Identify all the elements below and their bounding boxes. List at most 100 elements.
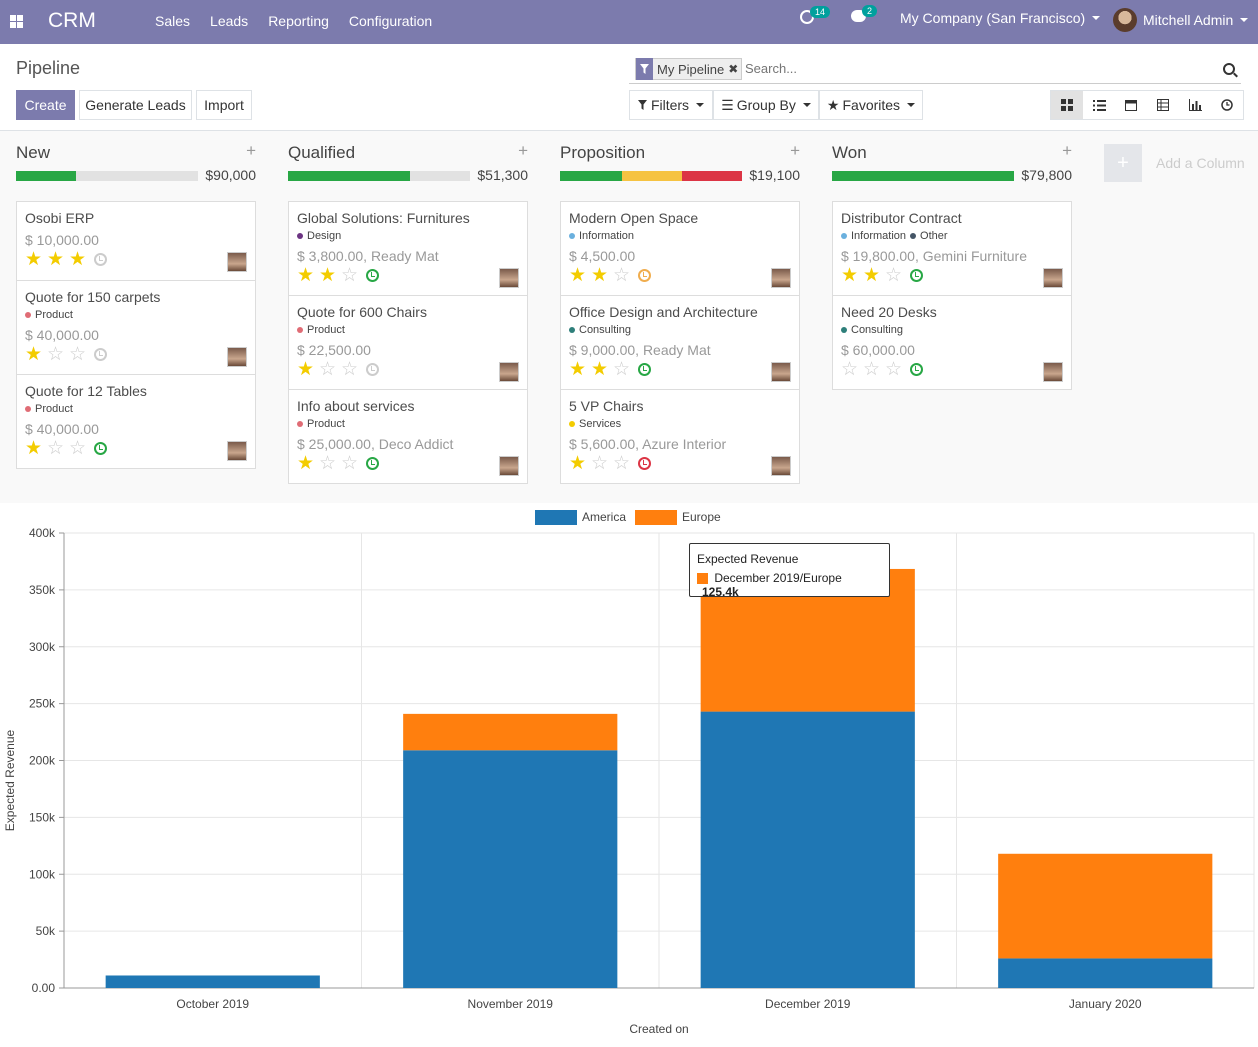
- priority-star-icon[interactable]: ☆: [613, 359, 631, 380]
- apps-menu-icon[interactable]: [10, 15, 23, 28]
- quick-create-icon[interactable]: +: [518, 141, 528, 160]
- priority-star-icon[interactable]: ☆: [613, 265, 631, 286]
- priority-star-icon[interactable]: ☆: [319, 359, 337, 380]
- kanban-card[interactable]: Quote for 12 Tables Product $ 40,000.00 ★ ☆ ☆: [16, 374, 256, 469]
- kanban-card[interactable]: 5 VP Chairs Services $ 5,600.00, Azure Int…: [560, 389, 800, 484]
- column-title[interactable]: Won: [832, 143, 867, 162]
- priority-star-icon[interactable]: ★: [569, 453, 587, 474]
- kanban-card[interactable]: Global Solutions: Furnitures Design $ 3,80…: [288, 201, 528, 296]
- column-progress-bar[interactable]: [288, 171, 470, 181]
- priority-star-icon[interactable]: ★: [569, 265, 587, 286]
- activity-clock-icon[interactable]: [638, 363, 651, 376]
- generate-leads-button[interactable]: Generate Leads: [79, 90, 192, 120]
- menu-item-configuration[interactable]: Configuration: [348, 13, 433, 29]
- priority-star-icon[interactable]: ★: [25, 344, 43, 365]
- activity-clock-icon[interactable]: [94, 442, 107, 455]
- kanban-card[interactable]: Osobi ERP $ 10,000.00 ★ ★ ★: [16, 201, 256, 281]
- search-icon[interactable]: [1223, 63, 1235, 75]
- activity-clock-icon[interactable]: [638, 269, 651, 282]
- priority-star-icon[interactable]: ★: [25, 438, 43, 459]
- column-title[interactable]: Proposition: [560, 143, 646, 162]
- kanban-card[interactable]: Quote for 150 carpets Product $ 40,000.00 ★…: [16, 280, 256, 375]
- menu-item-leads[interactable]: Leads: [210, 13, 249, 29]
- progress-segment[interactable]: [560, 171, 622, 181]
- priority-star-icon[interactable]: ☆: [319, 453, 337, 474]
- priority-star-icon[interactable]: ☆: [341, 359, 359, 380]
- activity-clock-icon[interactable]: [910, 269, 923, 282]
- progress-segment[interactable]: [621, 171, 682, 181]
- progress-segment[interactable]: [681, 171, 742, 181]
- activity-menu[interactable]: 14: [800, 6, 831, 24]
- activity-clock-icon[interactable]: [366, 269, 379, 282]
- priority-star-icon[interactable]: ★: [319, 265, 337, 286]
- menu-item-reporting[interactable]: Reporting: [268, 13, 329, 29]
- filters-dropdown[interactable]: Filters: [629, 90, 713, 120]
- group-by-dropdown[interactable]: ☰ Group By: [713, 90, 819, 120]
- activity-clock-icon[interactable]: [94, 253, 107, 266]
- activity-clock-icon[interactable]: [94, 348, 107, 361]
- priority-star-icon[interactable]: ☆: [47, 344, 65, 365]
- activity-clock-icon[interactable]: [910, 363, 923, 376]
- priority-star-icon[interactable]: ★: [569, 359, 587, 380]
- priority-star-icon[interactable]: ★: [591, 265, 609, 286]
- priority-star-icon[interactable]: ☆: [863, 359, 881, 380]
- column-progress-bar[interactable]: [832, 171, 1014, 181]
- priority-star-icon[interactable]: ☆: [841, 359, 859, 380]
- menu-item-sales[interactable]: Sales: [155, 13, 191, 29]
- priority-star-icon[interactable]: ☆: [69, 438, 87, 459]
- priority-star-icon[interactable]: ★: [297, 359, 315, 380]
- priority-star-icon[interactable]: ☆: [591, 453, 609, 474]
- kanban-card[interactable]: Quote for 600 Chairs Product $ 22,500.00 ★ ☆…: [288, 295, 528, 390]
- add-column-label[interactable]: Add a Column: [1156, 155, 1245, 171]
- progress-segment[interactable]: [16, 171, 77, 181]
- priority-star-icon[interactable]: ★: [297, 453, 315, 474]
- priority-star-icon[interactable]: ☆: [69, 344, 87, 365]
- activity-clock-icon[interactable]: [366, 363, 379, 376]
- kanban-card[interactable]: Office Design and Architecture Consulting…: [560, 295, 800, 390]
- progress-segment[interactable]: [832, 171, 1014, 181]
- add-column-button[interactable]: +: [1104, 144, 1142, 182]
- search-input[interactable]: [745, 61, 1205, 76]
- column-title[interactable]: New: [16, 143, 51, 162]
- column-progress-bar[interactable]: [16, 171, 198, 181]
- priority-star-icon[interactable]: ★: [69, 249, 87, 270]
- create-button[interactable]: Create: [16, 90, 75, 120]
- quick-create-icon[interactable]: +: [790, 141, 800, 160]
- kanban-card[interactable]: Info about services Product $ 25,000.00, D…: [288, 389, 528, 484]
- remove-facet-icon[interactable]: ✖: [728, 62, 739, 76]
- priority-star-icon[interactable]: ★: [863, 265, 881, 286]
- activity-clock-icon[interactable]: [366, 457, 379, 470]
- priority-star-icon[interactable]: ★: [591, 359, 609, 380]
- priority-star-icon[interactable]: ☆: [47, 438, 65, 459]
- progress-segment[interactable]: [288, 171, 410, 181]
- list-view-icon[interactable]: [1083, 91, 1115, 119]
- app-brand[interactable]: CRM: [48, 9, 96, 32]
- search-facet[interactable]: My Pipeline ✖: [635, 58, 743, 80]
- priority-star-icon[interactable]: ☆: [341, 265, 359, 286]
- column-progress-bar[interactable]: [560, 171, 742, 181]
- priority-star-icon[interactable]: ★: [47, 249, 65, 270]
- messaging-menu[interactable]: 2: [851, 5, 878, 22]
- priority-star-icon[interactable]: ★: [297, 265, 315, 286]
- favorites-dropdown[interactable]: ★ Favorites: [819, 90, 923, 120]
- import-button[interactable]: Import: [196, 90, 252, 120]
- calendar-view-icon[interactable]: [1115, 91, 1147, 119]
- graph-view-icon[interactable]: [1179, 91, 1211, 119]
- priority-star-icon[interactable]: ★: [25, 249, 43, 270]
- kanban-view-icon[interactable]: [1051, 91, 1083, 119]
- kanban-card[interactable]: Need 20 Desks Consulting $ 60,000.00 ☆ ☆ ☆: [832, 295, 1072, 390]
- kanban-card[interactable]: Modern Open Space Information $ 4,500.00 ★ ★…: [560, 201, 800, 296]
- priority-star-icon[interactable]: ☆: [885, 265, 903, 286]
- kanban-card[interactable]: Distributor Contract Information Other $ 19…: [832, 201, 1072, 296]
- priority-star-icon[interactable]: ★: [841, 265, 859, 286]
- column-title[interactable]: Qualified: [288, 143, 356, 162]
- activity-view-icon[interactable]: [1211, 91, 1243, 119]
- quick-create-icon[interactable]: +: [246, 141, 256, 160]
- pivot-view-icon[interactable]: [1147, 91, 1179, 119]
- user-menu[interactable]: Mitchell Admin: [1113, 8, 1249, 32]
- priority-star-icon[interactable]: ☆: [613, 453, 631, 474]
- quick-create-icon[interactable]: +: [1062, 141, 1072, 160]
- priority-star-icon[interactable]: ☆: [885, 359, 903, 380]
- priority-star-icon[interactable]: ☆: [341, 453, 359, 474]
- company-switcher[interactable]: My Company (San Francisco): [900, 10, 1101, 26]
